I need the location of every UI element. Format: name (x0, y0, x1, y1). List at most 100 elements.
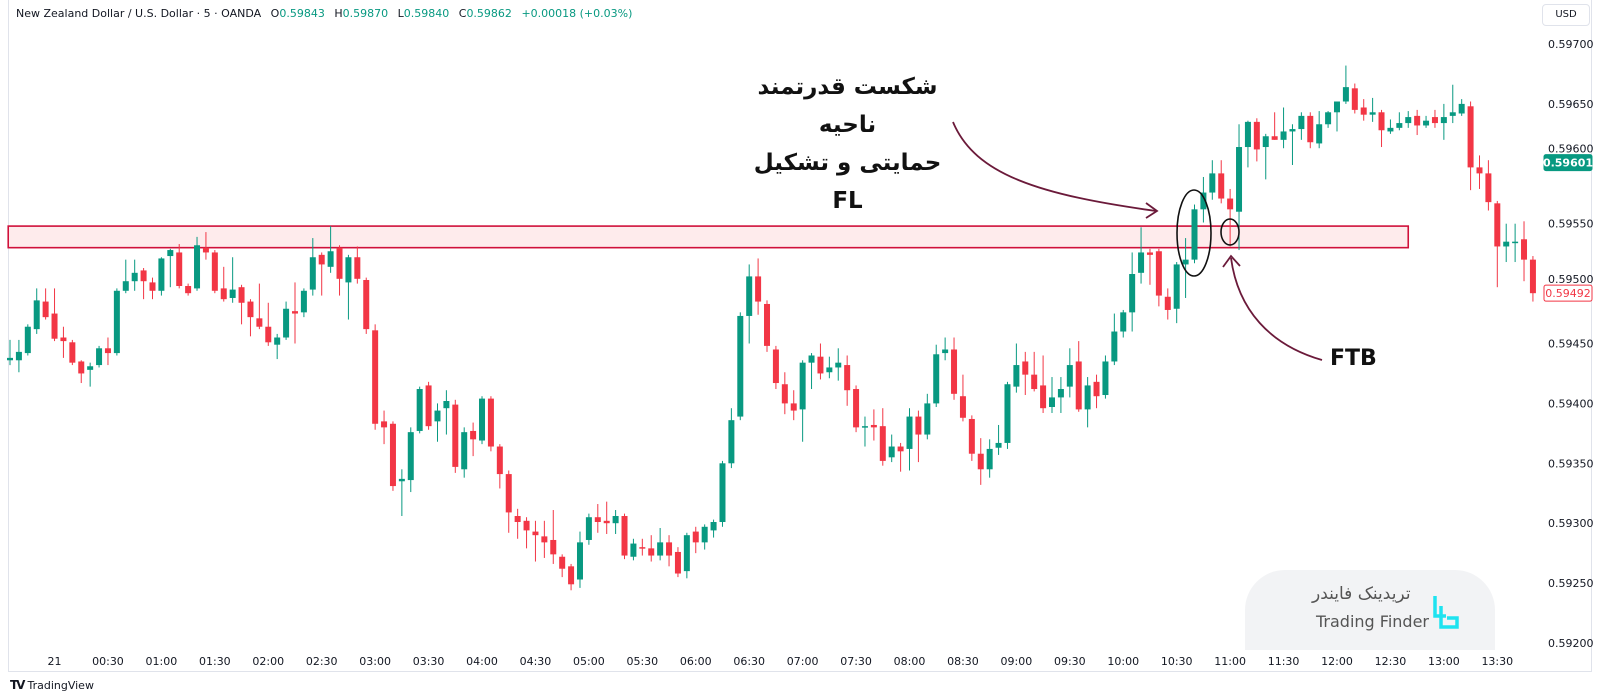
candle-bullish[interactable] (1387, 119, 1394, 134)
candle-bullish[interactable] (479, 396, 486, 445)
candle-bearish[interactable] (1521, 221, 1528, 282)
candle-bullish[interactable] (158, 257, 165, 296)
candle-bullish[interactable] (300, 288, 307, 318)
candle-bearish[interactable] (764, 300, 771, 352)
candle-bearish[interactable] (648, 535, 655, 562)
candle-bullish[interactable] (1369, 97, 1376, 122)
candle-bearish[interactable] (755, 258, 762, 315)
candle-bearish[interactable] (1075, 341, 1082, 412)
candle-bullish[interactable] (7, 339, 13, 366)
candle-bearish[interactable] (781, 372, 788, 415)
candle-bearish[interactable] (1155, 248, 1162, 307)
candle-bearish[interactable] (452, 399, 459, 473)
candle-bullish[interactable] (434, 403, 441, 442)
candle-bullish[interactable] (283, 301, 290, 340)
candle-bearish[interactable] (1164, 288, 1171, 320)
candle-bullish[interactable] (808, 353, 815, 390)
candle-bullish[interactable] (710, 519, 717, 538)
candle-bullish[interactable] (229, 257, 236, 303)
candle-bullish[interactable] (1512, 223, 1519, 263)
candle-bullish[interactable] (1111, 313, 1118, 366)
candle-bullish[interactable] (1280, 107, 1287, 149)
candle-bearish[interactable] (1414, 109, 1421, 136)
candle-bearish[interactable] (639, 538, 646, 556)
candle-bearish[interactable] (1227, 188, 1234, 247)
candle-bullish[interactable] (1004, 381, 1011, 449)
candle-bullish[interactable] (309, 238, 316, 296)
candle-bearish[interactable] (844, 355, 851, 406)
candle-bullish[interactable] (113, 288, 120, 356)
candle-bearish[interactable] (568, 563, 575, 591)
candle-bullish[interactable] (96, 345, 103, 368)
candle-bearish[interactable] (291, 282, 298, 344)
candle-bullish[interactable] (131, 259, 138, 291)
candle-bullish[interactable] (1342, 65, 1349, 104)
candle-bearish[interactable] (363, 277, 370, 334)
candle-bullish[interactable] (461, 427, 468, 478)
candle-bullish[interactable] (345, 254, 352, 320)
candle-bearish[interactable] (238, 284, 245, 325)
candle-bullish[interactable] (612, 510, 619, 534)
candle-bearish[interactable] (247, 299, 254, 337)
candle-bearish[interactable] (354, 246, 361, 284)
candle-bearish[interactable] (915, 410, 922, 463)
candle-bearish[interactable] (1494, 200, 1501, 288)
candle-bearish[interactable] (1431, 109, 1438, 128)
candle-bullish[interactable] (746, 264, 753, 344)
candle-bullish[interactable] (683, 532, 690, 579)
candle-bullish[interactable] (1333, 101, 1340, 132)
candle-bullish[interactable] (1182, 238, 1189, 298)
candle-bearish[interactable] (185, 283, 192, 296)
candle-bearish[interactable] (78, 360, 85, 384)
candle-bullish[interactable] (1289, 124, 1296, 165)
candle-bullish[interactable] (657, 527, 664, 561)
candle-bullish[interactable] (1049, 377, 1056, 413)
candle-bullish[interactable] (1405, 111, 1412, 128)
candle-bearish[interactable] (559, 554, 566, 578)
candle-bullish[interactable] (1503, 223, 1510, 263)
candle-bullish[interactable] (1057, 377, 1064, 413)
candle-bearish[interactable] (176, 244, 183, 289)
candle-bullish[interactable] (728, 408, 735, 469)
candle-bullish[interactable] (443, 390, 450, 435)
candle-bullish[interactable] (799, 360, 806, 442)
candle-bearish[interactable] (487, 396, 494, 452)
candle-bearish[interactable] (959, 374, 966, 422)
candle-bearish[interactable] (202, 232, 209, 260)
candle-bullish[interactable] (835, 348, 842, 381)
candle-bearish[interactable] (1378, 109, 1385, 148)
candle-bullish[interactable] (1325, 111, 1332, 128)
candle-bullish[interactable] (1440, 103, 1447, 140)
candle-bullish[interactable] (1396, 112, 1403, 131)
candle-bearish[interactable] (149, 277, 156, 300)
candle-bullish[interactable] (942, 337, 949, 361)
candle-bearish[interactable] (870, 409, 877, 441)
candle-bullish[interactable] (924, 393, 931, 440)
candle-bearish[interactable] (256, 283, 263, 330)
candle-bearish[interactable] (772, 345, 779, 390)
candle-bullish[interactable] (24, 324, 31, 356)
candle-bullish[interactable] (33, 288, 40, 334)
candle-bearish[interactable] (666, 535, 673, 567)
candle-bearish[interactable] (318, 252, 325, 296)
candle-bearish[interactable] (1040, 355, 1047, 413)
candle-bullish[interactable] (1423, 115, 1430, 128)
candle-bearish[interactable] (336, 245, 343, 296)
candle-bullish[interactable] (194, 236, 201, 291)
candle-bearish[interactable] (51, 288, 58, 342)
candle-bearish[interactable] (514, 508, 521, 539)
candle-bearish[interactable] (389, 421, 396, 491)
candle-bullish[interactable] (1298, 112, 1305, 140)
candle-bearish[interactable] (104, 337, 111, 366)
candle-bearish[interactable] (372, 324, 379, 430)
candle-bullish[interactable] (416, 386, 423, 434)
candle-bearish[interactable] (692, 526, 699, 554)
candle-bearish[interactable] (220, 266, 227, 302)
candle-bullish[interactable] (1013, 343, 1020, 393)
candle-bullish[interactable] (274, 333, 281, 360)
candle-bearish[interactable] (211, 250, 218, 294)
candle-bullish[interactable] (1449, 84, 1456, 124)
candle-bullish[interactable] (1138, 227, 1145, 284)
candle-bearish[interactable] (523, 517, 530, 549)
